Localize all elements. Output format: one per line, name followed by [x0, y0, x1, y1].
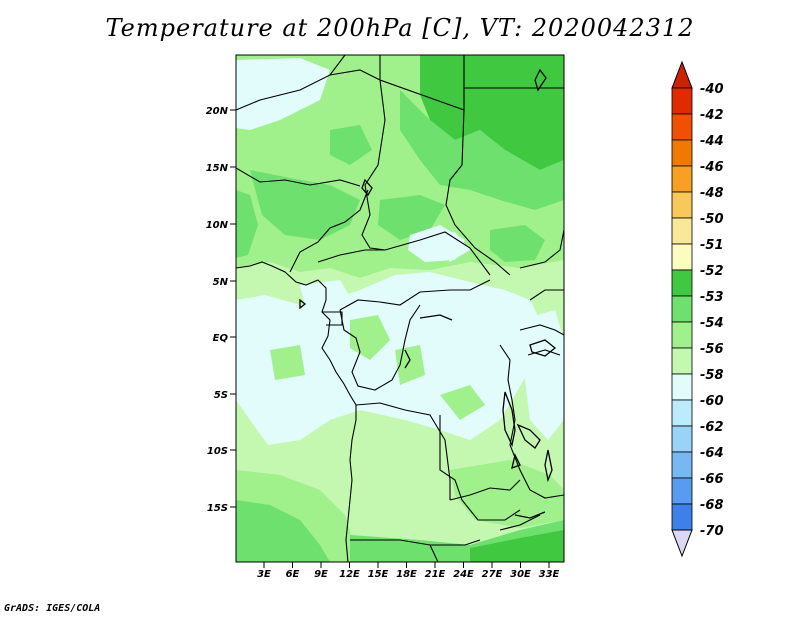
colorbar-label: -53: [700, 290, 724, 305]
colorbar-label: -50: [700, 212, 724, 227]
colorbar-label: -64: [700, 446, 724, 461]
colorbar-swatch: [671, 139, 693, 167]
lat-label: 10S: [207, 446, 228, 457]
colorbar-swatch: [671, 425, 693, 453]
lon-label: 15E: [368, 569, 389, 580]
colorbar-swatch: [671, 477, 693, 505]
colorbar-label: -48: [700, 186, 724, 201]
lat-label: EQ: [213, 333, 229, 344]
colorbar-swatch: [671, 321, 693, 349]
colorbar-label: -58: [700, 368, 724, 383]
colorbar-label: -70: [700, 524, 724, 539]
colorbar-swatch: [671, 347, 693, 375]
lon-label: 18E: [396, 569, 417, 580]
colorbar-label: -40: [700, 82, 724, 97]
map-frame: [235, 54, 565, 563]
credit-label: GrADS: IGES/COLA: [4, 603, 101, 614]
colorbar-label: -66: [700, 472, 724, 487]
lon-label: 6E: [286, 569, 300, 580]
lon-label: 27E: [482, 569, 503, 580]
colorbar-label: -42: [700, 108, 724, 123]
lat-label: 10N: [206, 220, 229, 231]
colorbar-swatch: [671, 165, 693, 193]
colorbar-max-arrow: [671, 60, 693, 89]
colorbar-label: -68: [700, 498, 724, 513]
temperature-field: [236, 55, 564, 562]
colorbar-label: -62: [700, 420, 724, 435]
lon-label: 3E: [257, 569, 271, 580]
lon-label: 30E: [510, 569, 531, 580]
colorbar-swatch: [671, 191, 693, 219]
lon-label: 21E: [425, 569, 446, 580]
colorbar-label: -56: [700, 342, 724, 357]
colorbar-swatch: [671, 451, 693, 479]
colorbar-swatch: [671, 113, 693, 141]
colorbar-swatch: [671, 503, 693, 531]
colorbar-min-arrow: [671, 529, 693, 558]
lake-outlines: [299, 68, 557, 519]
lon-label: 33E: [539, 569, 560, 580]
map-borders: [236, 55, 564, 562]
colorbar-label: -44: [700, 134, 724, 149]
lat-label: 15S: [207, 503, 228, 514]
colorbar-swatch: [671, 373, 693, 401]
longitude-axis: 3E 6E 9E 12E 15E 18E 21E 24E 27E 30E 33E: [257, 562, 560, 580]
lon-label: 9E: [314, 569, 328, 580]
lon-label: 24E: [453, 569, 474, 580]
colorbar-label: -51: [700, 238, 724, 253]
lat-label: 20N: [206, 106, 229, 117]
latitude-axis: 20N 15N 10N 5N EQ 5S 10S 15S: [206, 106, 236, 514]
colorbar-label: -54: [700, 316, 724, 331]
lat-label: 5S: [214, 390, 228, 401]
lat-label: 15N: [206, 163, 229, 174]
colorbar-swatch: [671, 243, 693, 271]
colorbar-swatch: [671, 295, 693, 323]
colorbar-label: -46: [700, 160, 724, 175]
colorbar-swatch: [671, 87, 693, 115]
lon-label: 12E: [339, 569, 360, 580]
lat-label: 5N: [213, 277, 229, 288]
colorbar-swatch: [671, 269, 693, 297]
colorbar-swatch: [671, 217, 693, 245]
colorbar-label: -52: [700, 264, 724, 279]
colorbar-swatch: [671, 399, 693, 427]
colorbar: -40 -42 -44 -46 -48 -50 -51 -52 -53 -54 -56 -58 -60 -…: [671, 60, 724, 558]
chart-title: Temperature at 200hPa [C], VT: 202004231…: [105, 14, 695, 42]
colorbar-label: -60: [700, 394, 724, 409]
